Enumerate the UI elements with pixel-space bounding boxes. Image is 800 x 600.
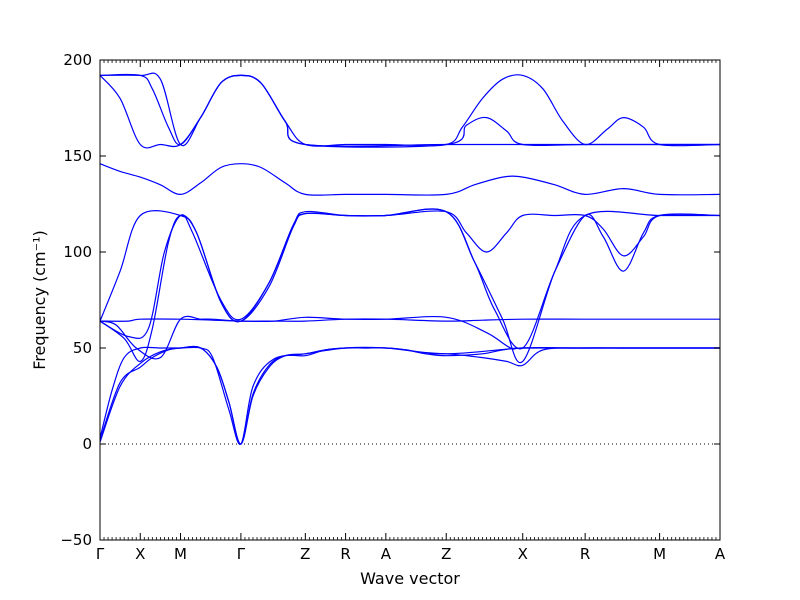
band-line-12 — [99, 72, 720, 147]
x-tick-label: X — [518, 545, 528, 563]
x-tick-label: R — [580, 545, 590, 563]
x-tick-label: M — [653, 545, 666, 563]
y-tick-label: 200 — [63, 51, 92, 69]
x-tick-label: R — [340, 545, 350, 563]
y-ticks: −50 0 50 100 150 200 — [60, 51, 720, 549]
series-layer — [99, 72, 721, 445]
x-tick-label: A — [715, 545, 726, 563]
band-line-9 — [99, 163, 721, 196]
x-tick-label: X — [135, 545, 145, 563]
y-tick-label: 150 — [63, 147, 92, 165]
y-tick-label: −50 — [60, 531, 92, 549]
y-axis-label: Frequency (cm⁻¹) — [30, 230, 49, 369]
x-tick-label: Z — [300, 545, 310, 563]
x-tick-label: Z — [441, 545, 451, 563]
band-line-8 — [99, 208, 720, 364]
y-tick-label: 100 — [63, 243, 92, 261]
x-tick-label: Γ — [237, 545, 246, 563]
x-tick-label: M — [174, 545, 187, 563]
y-tick-label: 50 — [73, 339, 92, 357]
band-line-3 — [99, 346, 720, 445]
band-line-2 — [99, 345, 720, 445]
x-axis-label: Wave vector — [360, 569, 460, 588]
y-tick-label: 0 — [82, 435, 92, 453]
band-line-4 — [99, 318, 720, 322]
x-tick-label: A — [381, 545, 392, 563]
x-tick-label: Γ — [96, 545, 105, 563]
